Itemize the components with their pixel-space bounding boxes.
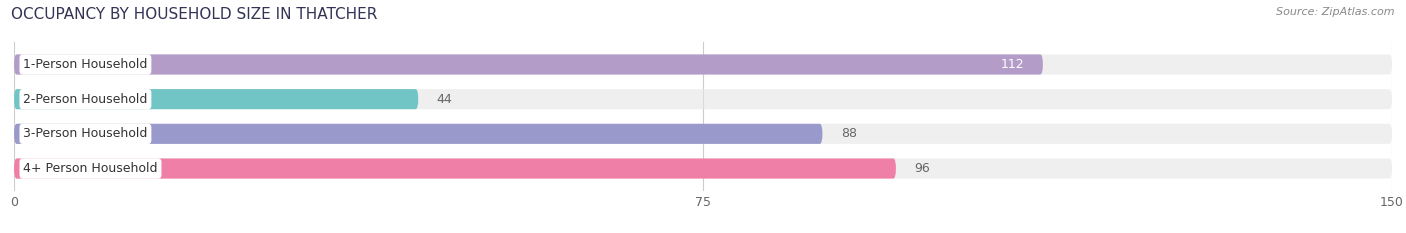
FancyBboxPatch shape: [14, 89, 418, 109]
Text: 88: 88: [841, 127, 856, 140]
Text: 44: 44: [437, 93, 453, 106]
Text: 4+ Person Household: 4+ Person Household: [24, 162, 157, 175]
Text: Source: ZipAtlas.com: Source: ZipAtlas.com: [1277, 7, 1395, 17]
Text: 96: 96: [914, 162, 929, 175]
FancyBboxPatch shape: [14, 158, 1392, 178]
FancyBboxPatch shape: [14, 55, 1392, 75]
Text: 112: 112: [1001, 58, 1025, 71]
FancyBboxPatch shape: [14, 124, 1392, 144]
Text: 1-Person Household: 1-Person Household: [24, 58, 148, 71]
FancyBboxPatch shape: [14, 124, 823, 144]
FancyBboxPatch shape: [14, 55, 1043, 75]
FancyBboxPatch shape: [14, 158, 896, 178]
Text: 2-Person Household: 2-Person Household: [24, 93, 148, 106]
Text: 3-Person Household: 3-Person Household: [24, 127, 148, 140]
Text: OCCUPANCY BY HOUSEHOLD SIZE IN THATCHER: OCCUPANCY BY HOUSEHOLD SIZE IN THATCHER: [11, 7, 378, 22]
FancyBboxPatch shape: [14, 89, 1392, 109]
